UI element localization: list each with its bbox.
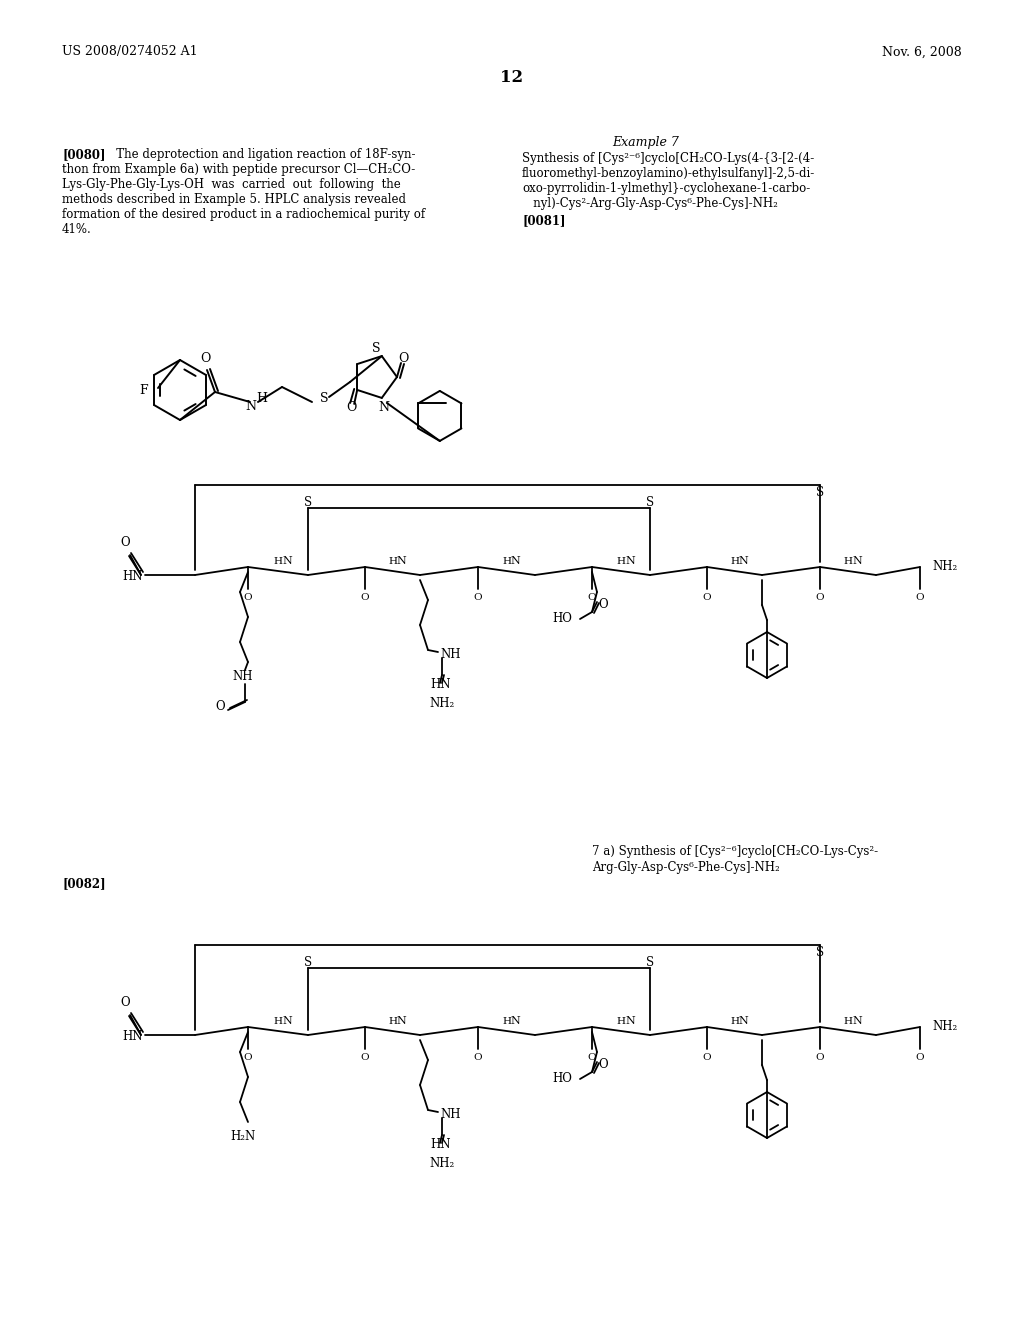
Text: nyl)-Cys²-Arg-Gly-Asp-Cys⁶-Phe-Cys]-NH₂: nyl)-Cys²-Arg-Gly-Asp-Cys⁶-Phe-Cys]-NH₂ bbox=[522, 197, 778, 210]
Text: S: S bbox=[304, 495, 312, 508]
Text: Arg-Gly-Asp-Cys⁶-Phe-Cys]-NH₂: Arg-Gly-Asp-Cys⁶-Phe-Cys]-NH₂ bbox=[592, 861, 779, 874]
Text: O: O bbox=[200, 351, 210, 364]
Text: The deprotection and ligation reaction of 18F-syn-: The deprotection and ligation reaction o… bbox=[105, 148, 416, 161]
Text: O: O bbox=[474, 593, 482, 602]
Text: oxo-pyrrolidin-1-ylmethyl}-cyclohexane-1-carbo-: oxo-pyrrolidin-1-ylmethyl}-cyclohexane-1… bbox=[522, 182, 810, 195]
Text: N: N bbox=[625, 1016, 635, 1026]
Text: O: O bbox=[120, 536, 130, 549]
Text: HO: HO bbox=[552, 1072, 572, 1085]
Text: O: O bbox=[588, 1052, 596, 1061]
Text: O: O bbox=[816, 593, 824, 602]
Text: F: F bbox=[139, 384, 148, 396]
Text: O: O bbox=[915, 593, 925, 602]
Text: 7 a) Synthesis of [Cys²⁻⁶]cyclo[CH₂CO-Lys-Cys²-: 7 a) Synthesis of [Cys²⁻⁶]cyclo[CH₂CO-Ly… bbox=[592, 845, 879, 858]
Text: O: O bbox=[702, 1052, 712, 1061]
Text: O: O bbox=[397, 352, 409, 366]
Text: O: O bbox=[120, 997, 130, 1010]
Text: NH₂: NH₂ bbox=[429, 697, 455, 710]
Text: H: H bbox=[388, 1016, 397, 1026]
Text: methods described in Example 5. HPLC analysis revealed: methods described in Example 5. HPLC ana… bbox=[62, 193, 406, 206]
Text: N: N bbox=[738, 556, 749, 566]
Text: H: H bbox=[256, 392, 267, 404]
Text: H: H bbox=[730, 557, 739, 565]
Text: NH: NH bbox=[440, 648, 461, 661]
Text: N: N bbox=[738, 1016, 749, 1026]
Text: N: N bbox=[396, 1016, 407, 1026]
Text: Nov. 6, 2008: Nov. 6, 2008 bbox=[883, 45, 962, 58]
Text: NH₂: NH₂ bbox=[429, 1158, 455, 1170]
Text: O: O bbox=[346, 401, 356, 414]
Text: O: O bbox=[474, 1052, 482, 1061]
Text: H: H bbox=[616, 1016, 626, 1026]
Text: N: N bbox=[511, 556, 520, 566]
Text: O: O bbox=[598, 1059, 607, 1072]
Text: NH: NH bbox=[232, 671, 253, 684]
Text: Example 7: Example 7 bbox=[612, 136, 679, 149]
Text: thon from Example 6a) with peptide precursor Cl—CH₂CO-: thon from Example 6a) with peptide precu… bbox=[62, 162, 416, 176]
Text: NH: NH bbox=[440, 1109, 461, 1122]
Text: O: O bbox=[588, 593, 596, 602]
Text: H: H bbox=[273, 557, 283, 565]
Text: H: H bbox=[844, 1016, 853, 1026]
Text: H: H bbox=[844, 557, 853, 565]
Text: H: H bbox=[273, 1016, 283, 1026]
Text: HO: HO bbox=[552, 612, 572, 626]
Text: O: O bbox=[915, 1052, 925, 1061]
Text: O: O bbox=[816, 1052, 824, 1061]
Text: S: S bbox=[319, 392, 329, 405]
Text: O: O bbox=[215, 701, 225, 714]
Text: NH₂: NH₂ bbox=[932, 561, 957, 573]
Text: NH₂: NH₂ bbox=[932, 1020, 957, 1034]
Text: H₂N: H₂N bbox=[230, 1130, 256, 1143]
Text: H: H bbox=[502, 557, 511, 565]
Text: S: S bbox=[372, 342, 380, 355]
Text: HN: HN bbox=[123, 570, 143, 583]
Text: N: N bbox=[283, 1016, 292, 1026]
Text: N: N bbox=[283, 556, 292, 566]
Text: N: N bbox=[396, 556, 407, 566]
Text: HN: HN bbox=[430, 1138, 451, 1151]
Text: S: S bbox=[816, 486, 824, 499]
Text: [0082]: [0082] bbox=[62, 876, 105, 890]
Text: HN: HN bbox=[123, 1031, 143, 1044]
Text: N: N bbox=[852, 556, 862, 566]
Text: O: O bbox=[360, 593, 370, 602]
Text: O: O bbox=[360, 1052, 370, 1061]
Text: formation of the desired product in a radiochemical purity of: formation of the desired product in a ra… bbox=[62, 209, 425, 220]
Text: S: S bbox=[816, 945, 824, 958]
Text: H: H bbox=[388, 557, 397, 565]
Text: [0081]: [0081] bbox=[522, 214, 565, 227]
Text: S: S bbox=[646, 495, 654, 508]
Text: 12: 12 bbox=[501, 70, 523, 87]
Text: fluoromethyl-benzoylamino)-ethylsulfanyl]-2,5-di-: fluoromethyl-benzoylamino)-ethylsulfanyl… bbox=[522, 168, 815, 180]
Text: O: O bbox=[244, 1052, 252, 1061]
Text: O: O bbox=[702, 593, 712, 602]
Text: Synthesis of [Cys²⁻⁶]cyclo[CH₂CO-Lys(4-{3-[2-(4-: Synthesis of [Cys²⁻⁶]cyclo[CH₂CO-Lys(4-{… bbox=[522, 152, 814, 165]
Text: H: H bbox=[616, 557, 626, 565]
Text: [0080]: [0080] bbox=[62, 148, 105, 161]
Text: N: N bbox=[511, 1016, 520, 1026]
Text: N: N bbox=[246, 400, 256, 412]
Text: O: O bbox=[244, 593, 252, 602]
Text: S: S bbox=[646, 956, 654, 969]
Text: S: S bbox=[304, 956, 312, 969]
Text: HN: HN bbox=[430, 678, 451, 692]
Text: 41%.: 41%. bbox=[62, 223, 92, 236]
Text: H: H bbox=[502, 1016, 511, 1026]
Text: O: O bbox=[598, 598, 607, 611]
Text: US 2008/0274052 A1: US 2008/0274052 A1 bbox=[62, 45, 198, 58]
Text: H: H bbox=[730, 1016, 739, 1026]
Text: Lys-Gly-Phe-Gly-Lys-OH  was  carried  out  following  the: Lys-Gly-Phe-Gly-Lys-OH was carried out f… bbox=[62, 178, 400, 191]
Text: N: N bbox=[378, 401, 389, 414]
Text: N: N bbox=[852, 1016, 862, 1026]
Text: N: N bbox=[625, 556, 635, 566]
